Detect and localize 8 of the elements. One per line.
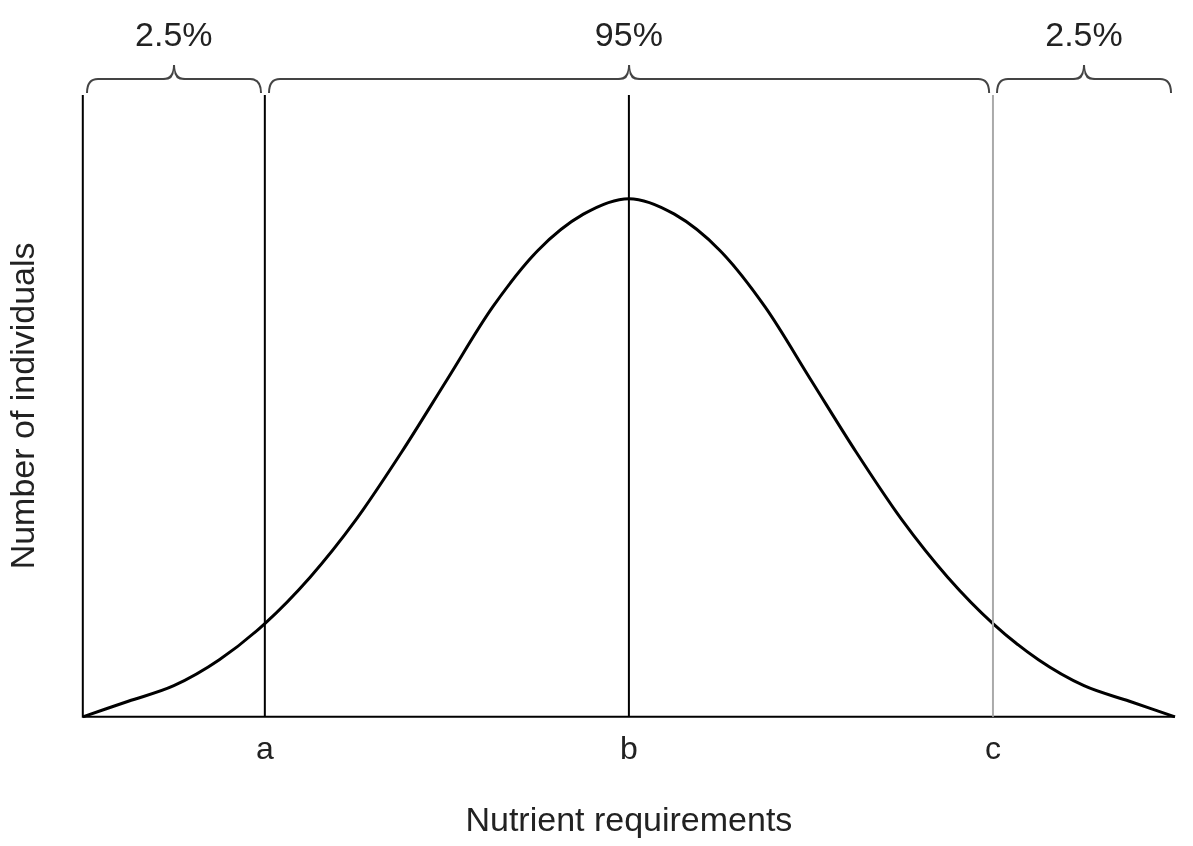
text: 95% [594,15,663,54]
text: 2.5% [1045,15,1123,54]
x-axis-title: Nutrient requirements [465,799,793,838]
y-axis-title: Number of individuals [2,242,41,570]
x-tick-label: c [984,729,1001,766]
x-tick-label: a [255,729,274,766]
text: 2.5% [135,15,213,54]
x-tick-label: b [620,729,638,766]
